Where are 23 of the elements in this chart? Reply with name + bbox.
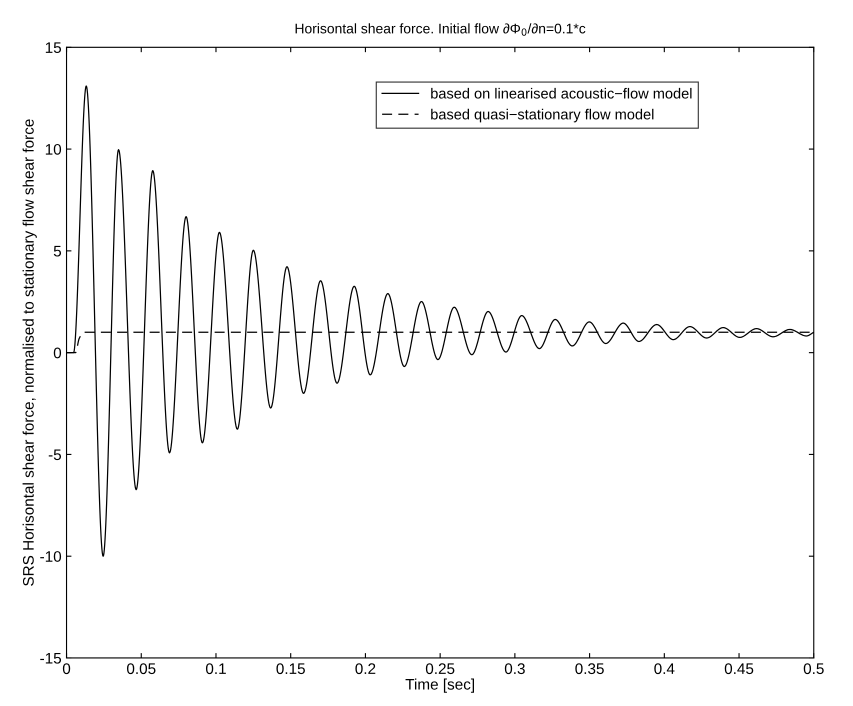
x-tick-label: 0.2 bbox=[355, 663, 376, 674]
chart-title: Horisontal shear force. Initial flow ∂Φ$_{0}$/∂n=0.1*c bbox=[296, 23, 586, 36]
x-tick-label: 0.15 bbox=[276, 663, 305, 674]
x-tick-label: 0.25 bbox=[426, 663, 454, 674]
y-tick-label: -5 bbox=[48, 449, 62, 460]
x-tick-label: 0.4 bbox=[654, 663, 674, 674]
y-tick-label: 5 bbox=[54, 246, 62, 257]
x-tick-label: 0.1 bbox=[206, 663, 226, 674]
x-tick-label: 0.3 bbox=[504, 663, 525, 674]
x-axis-title: Time [sec] bbox=[406, 678, 474, 693]
y-tick-label: 10 bbox=[46, 144, 62, 155]
legend-label: based quasi−stationary flow model bbox=[431, 108, 654, 122]
y-tick-label: -10 bbox=[40, 551, 62, 562]
x-tick-label: 0 bbox=[62, 663, 70, 674]
y-tick-label: 0 bbox=[54, 348, 62, 358]
y-tick-label: 15 bbox=[46, 42, 62, 53]
x-tick-label: 0.5 bbox=[804, 663, 824, 674]
legend-label: based on linearised acoustic−flow model bbox=[431, 88, 692, 99]
x-tick-label: 0.35 bbox=[575, 663, 604, 674]
x-tick-label: 0.05 bbox=[126, 663, 156, 674]
y-tick-label: -15 bbox=[40, 653, 62, 664]
y-axis-title: SRS Horisontal shear force, normalised to stationary flow shear force bbox=[22, 119, 37, 586]
x-tick-label: 0.45 bbox=[724, 663, 754, 674]
